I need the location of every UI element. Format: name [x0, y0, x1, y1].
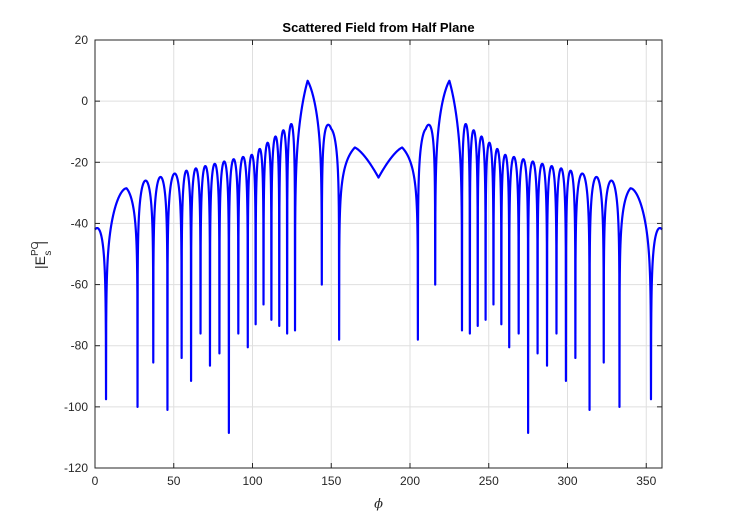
y-tick-label: -60 — [71, 278, 89, 292]
y-tick-label: -80 — [71, 339, 89, 353]
x-axis-label: ϕ — [374, 497, 383, 512]
series-line — [94, 79, 663, 434]
data-layer — [94, 79, 663, 434]
plot-area — [95, 40, 662, 468]
ticks: 0 50 100 150 200 250 300 350200-20-40-60-80-100… — [64, 33, 662, 488]
y-tick-label: 20 — [75, 33, 89, 47]
y-tick-label: -20 — [71, 155, 89, 169]
y-axis-label-subscript: s — [43, 251, 54, 256]
y-axis-label: |EPO s | — [30, 241, 54, 269]
x-tick-label: 100 — [242, 474, 262, 488]
y-tick-label: -40 — [71, 216, 89, 230]
x-tick-label: 50 — [167, 474, 181, 488]
x-tick-label: 350 — [636, 474, 656, 488]
y-axis-label-main: |E — [32, 256, 48, 269]
y-axis-label-close: | — [32, 241, 48, 245]
axes-box — [94, 39, 663, 469]
x-tick-label: 200 — [400, 474, 420, 488]
x-tick-label: 250 — [479, 474, 499, 488]
chart-title: Scattered Field from Half Plane — [282, 20, 474, 35]
y-axis-label-superscript: PO — [30, 241, 41, 256]
y-tick-label: 0 — [81, 94, 88, 108]
y-tick-label: -100 — [64, 400, 88, 414]
x-tick-label: 0 — [92, 474, 99, 488]
x-tick-label: 150 — [321, 474, 341, 488]
x-tick-label: 300 — [557, 474, 577, 488]
y-tick-label: -120 — [64, 461, 88, 475]
